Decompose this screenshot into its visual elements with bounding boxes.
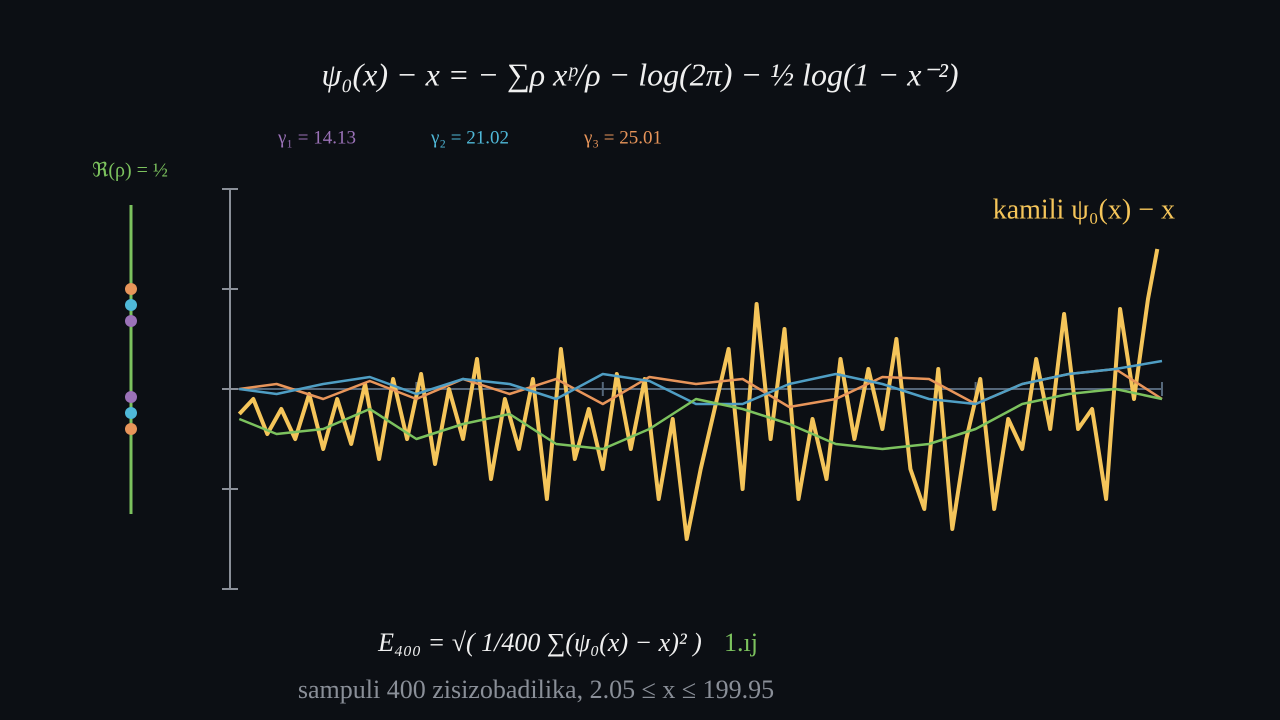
formula: ψ₀(x) − x = − ∑ρ xᵖ/ρ − log(2π) − ½ log(… (321, 56, 958, 92)
gamma-label: γ₂ = 21.02 (430, 127, 509, 148)
series-line (237, 248, 1160, 541)
gamma-label: γ₁ = 14.13 (277, 127, 356, 148)
zero-dot (125, 299, 137, 311)
zero-dot (125, 315, 137, 327)
error-formula: E₄₀₀ = √( 1/400 ∑(ψ₀(x) − x)² ) (377, 628, 702, 657)
legend-label: kamili ψ₀(x) − x (993, 194, 1175, 225)
zero-dot (125, 283, 137, 295)
zero-dot (125, 423, 137, 435)
zero-dot (125, 407, 137, 419)
gamma-label: γ₃ = 25.01 (583, 127, 662, 148)
error-value: 1.ıj (724, 628, 758, 657)
caption: sampuli 400 zisizobadilika, 2.05 ≤ x ≤ 1… (298, 675, 774, 704)
series-line (239, 359, 1163, 406)
zero-dot (125, 391, 137, 403)
series-line (238, 387, 1163, 451)
re-label: ℜ(ρ) = ½ (92, 160, 168, 182)
